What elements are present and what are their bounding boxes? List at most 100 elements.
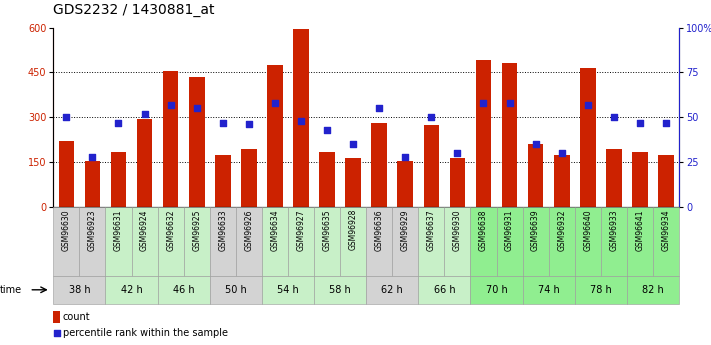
Bar	[580, 68, 596, 207]
Point	[451, 150, 463, 156]
Bar	[262, 207, 288, 276]
Text: GSM96639: GSM96639	[531, 209, 540, 251]
Bar	[444, 207, 471, 276]
Text: GSM96641: GSM96641	[636, 209, 644, 250]
Bar	[293, 29, 309, 207]
Bar	[371, 123, 387, 207]
Point	[243, 122, 255, 127]
Text: GSM96930: GSM96930	[453, 209, 462, 251]
Text: 62 h: 62 h	[381, 285, 403, 295]
Bar	[241, 149, 257, 207]
Point	[165, 102, 176, 108]
Bar	[132, 207, 158, 276]
Text: 54 h: 54 h	[277, 285, 299, 295]
Text: GSM96638: GSM96638	[479, 209, 488, 250]
Point	[295, 118, 306, 124]
Bar	[210, 207, 236, 276]
Point	[321, 127, 333, 132]
Bar	[366, 276, 418, 304]
Bar	[627, 207, 653, 276]
Bar	[502, 63, 518, 207]
Text: GSM96640: GSM96640	[583, 209, 592, 251]
Text: GSM96925: GSM96925	[192, 209, 201, 250]
Bar	[346, 158, 361, 207]
Bar	[262, 276, 314, 304]
Bar	[314, 207, 340, 276]
Bar	[424, 125, 439, 207]
Point	[51, 330, 63, 336]
Point	[139, 111, 150, 117]
Point	[60, 115, 72, 120]
Bar	[658, 155, 674, 207]
Text: 66 h: 66 h	[434, 285, 455, 295]
Bar	[632, 152, 648, 207]
Bar	[53, 310, 60, 323]
Text: 46 h: 46 h	[173, 285, 195, 295]
Bar	[523, 276, 574, 304]
Text: 74 h: 74 h	[538, 285, 560, 295]
Bar	[366, 207, 392, 276]
Bar	[53, 207, 80, 276]
Point	[191, 106, 203, 111]
Bar	[528, 144, 543, 207]
Point	[661, 120, 672, 126]
Text: GSM96931: GSM96931	[505, 209, 514, 250]
Point	[113, 120, 124, 126]
Bar	[215, 155, 230, 207]
Bar	[601, 207, 627, 276]
Text: GSM96633: GSM96633	[218, 209, 228, 251]
Bar	[111, 152, 127, 207]
Text: GSM96933: GSM96933	[609, 209, 619, 251]
Bar	[418, 276, 471, 304]
Point	[217, 120, 228, 126]
Bar	[236, 207, 262, 276]
Bar	[549, 207, 574, 276]
Text: GSM96632: GSM96632	[166, 209, 175, 250]
Text: GSM96927: GSM96927	[296, 209, 306, 250]
Point	[400, 154, 411, 159]
Text: GSM96929: GSM96929	[401, 209, 410, 250]
Text: GSM96924: GSM96924	[140, 209, 149, 250]
Text: 42 h: 42 h	[121, 285, 142, 295]
Bar	[80, 207, 105, 276]
Bar	[471, 207, 496, 276]
Bar	[340, 207, 366, 276]
Bar	[627, 276, 679, 304]
Bar	[105, 276, 158, 304]
Bar	[319, 152, 335, 207]
Text: GSM96636: GSM96636	[375, 209, 384, 251]
Bar	[449, 158, 465, 207]
Point	[269, 100, 281, 106]
Point	[478, 100, 489, 106]
Point	[556, 150, 567, 156]
Point	[608, 115, 619, 120]
Text: time: time	[0, 285, 22, 295]
Point	[373, 106, 385, 111]
Point	[348, 141, 359, 147]
Bar	[210, 276, 262, 304]
Text: percentile rank within the sample: percentile rank within the sample	[63, 328, 228, 338]
Bar	[574, 207, 601, 276]
Text: 82 h: 82 h	[642, 285, 664, 295]
Bar	[397, 161, 413, 207]
Text: GSM96634: GSM96634	[270, 209, 279, 251]
Text: GSM96934: GSM96934	[661, 209, 670, 251]
Text: 50 h: 50 h	[225, 285, 247, 295]
Bar	[392, 207, 418, 276]
Bar	[288, 207, 314, 276]
Bar	[267, 65, 283, 207]
Text: 38 h: 38 h	[68, 285, 90, 295]
Bar	[574, 276, 627, 304]
Text: 70 h: 70 h	[486, 285, 508, 295]
Bar	[189, 77, 205, 207]
Text: GSM96635: GSM96635	[323, 209, 331, 251]
Text: GSM96631: GSM96631	[114, 209, 123, 250]
Bar	[158, 276, 210, 304]
Text: GSM96926: GSM96926	[245, 209, 253, 250]
Point	[87, 154, 98, 159]
Bar	[496, 207, 523, 276]
Bar	[606, 149, 621, 207]
Bar	[554, 155, 570, 207]
Point	[634, 120, 646, 126]
Text: 58 h: 58 h	[329, 285, 351, 295]
